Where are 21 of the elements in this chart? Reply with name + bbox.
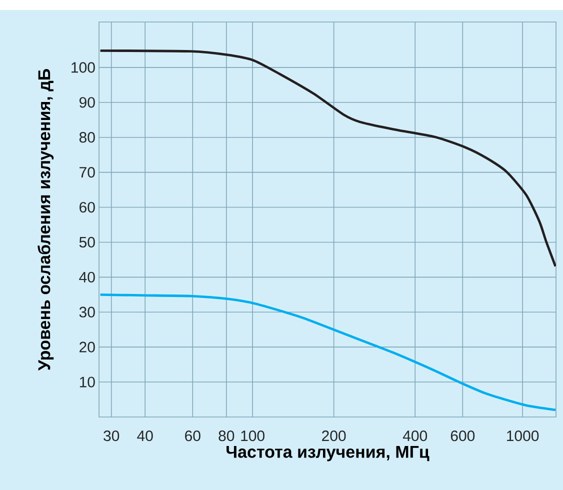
- y-tick-label: 20: [80, 342, 95, 352]
- x-tick-label: 600: [450, 430, 475, 442]
- y-axis-title: Уровень ослабления излучения, дБ: [38, 68, 54, 371]
- x-tick-label: 400: [402, 430, 428, 442]
- x-tick-label: 100: [241, 430, 264, 442]
- y-tick-label: 100: [72, 62, 95, 73]
- x-tick-label: 1000: [507, 430, 539, 442]
- x-tick-label: 80: [218, 430, 234, 442]
- y-tick-label: 90: [80, 97, 95, 108]
- x-tick-label: 200: [322, 430, 346, 442]
- x-axis-title: Частота излучения, МГц: [226, 446, 430, 462]
- y-tick-label: 70: [80, 166, 95, 178]
- y-tick-label: 10: [80, 376, 95, 388]
- y-tick-label: 40: [79, 272, 95, 282]
- y-tick-label: 30: [79, 306, 95, 318]
- y-tick-label: 80: [79, 132, 95, 143]
- y-tick-label: 60: [80, 202, 95, 213]
- x-tick-label: 40: [137, 430, 153, 442]
- y-tick-label: 50: [79, 236, 95, 248]
- x-tick-label: 60: [185, 430, 200, 442]
- x-tick-label: 30: [104, 430, 120, 442]
